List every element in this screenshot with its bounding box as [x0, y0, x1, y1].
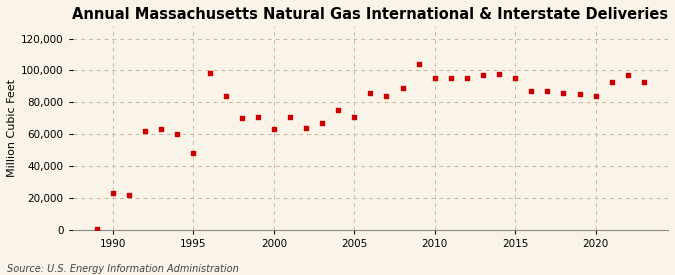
Point — [526, 89, 537, 94]
Point — [236, 116, 247, 120]
Text: Source: U.S. Energy Information Administration: Source: U.S. Energy Information Administ… — [7, 264, 238, 274]
Point — [300, 126, 311, 130]
Point — [269, 127, 279, 132]
Point — [574, 92, 585, 97]
Point — [510, 76, 520, 81]
Point — [204, 71, 215, 75]
Point — [542, 89, 553, 94]
Point — [92, 227, 103, 231]
Point — [493, 72, 504, 76]
Point — [429, 76, 440, 81]
Point — [220, 94, 231, 98]
Point — [285, 114, 296, 119]
Point — [172, 132, 183, 136]
Point — [252, 114, 263, 119]
Point — [397, 86, 408, 90]
Point — [156, 127, 167, 132]
Point — [478, 73, 489, 78]
Point — [622, 73, 633, 78]
Point — [639, 79, 649, 84]
Point — [446, 76, 456, 81]
Point — [107, 191, 118, 195]
Point — [333, 108, 344, 112]
Point — [606, 79, 617, 84]
Point — [590, 94, 601, 98]
Point — [188, 151, 199, 156]
Title: Annual Massachusetts Natural Gas International & Interstate Deliveries: Annual Massachusetts Natural Gas Interna… — [72, 7, 668, 22]
Point — [381, 94, 392, 98]
Point — [317, 121, 327, 125]
Y-axis label: Million Cubic Feet: Million Cubic Feet — [7, 79, 17, 177]
Point — [349, 114, 360, 119]
Point — [140, 129, 151, 133]
Point — [413, 62, 424, 66]
Point — [365, 90, 376, 95]
Point — [124, 192, 134, 197]
Point — [462, 76, 472, 81]
Point — [558, 90, 569, 95]
